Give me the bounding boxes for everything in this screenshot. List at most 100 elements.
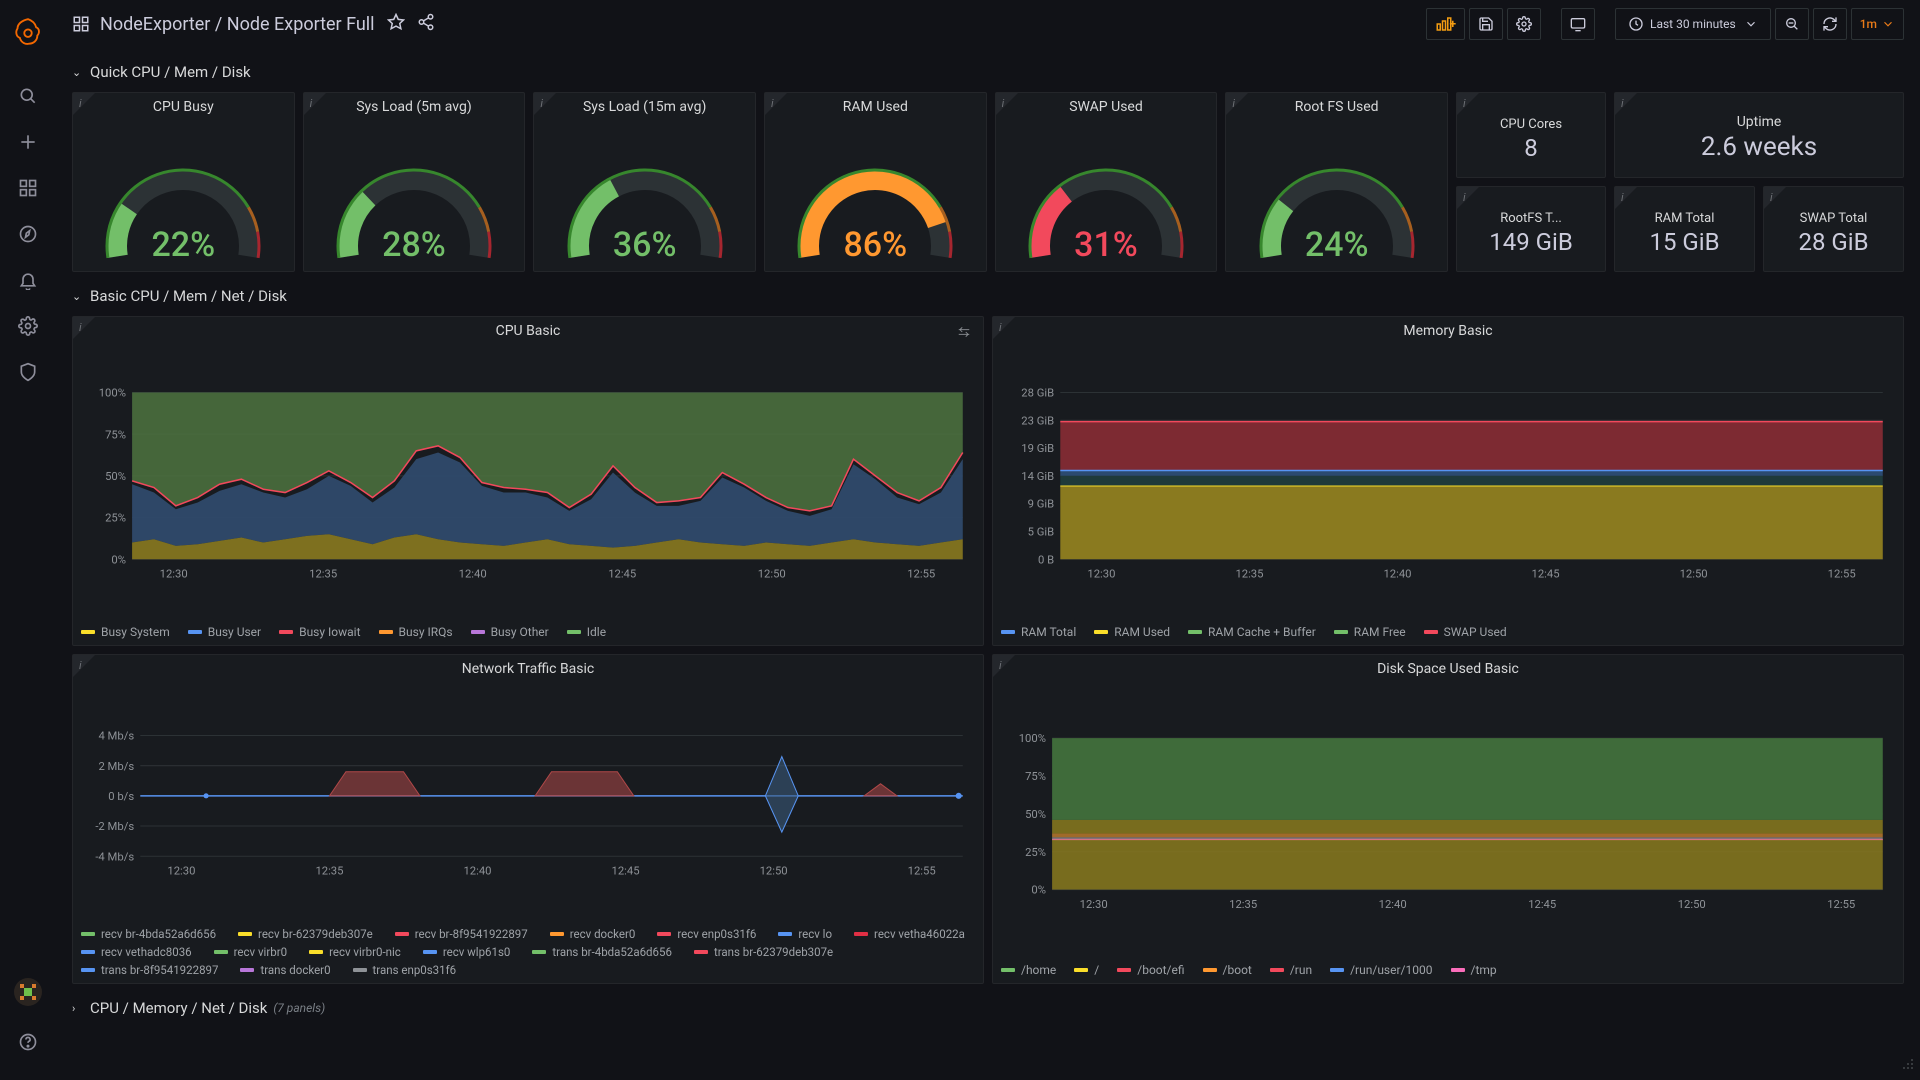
search-icon[interactable] [8,76,48,116]
breadcrumb-text[interactable]: NodeExporter / Node Exporter Full [100,14,375,35]
svg-text:12:45: 12:45 [1532,568,1560,581]
legend-item[interactable]: recv br-8f9541922897 [395,927,528,941]
legend-item[interactable]: trans docker0 [240,963,330,977]
breadcrumb[interactable]: NodeExporter / Node Exporter Full [72,14,375,35]
explore-icon[interactable] [8,214,48,254]
stat-cpu-cores[interactable]: CPU Cores8 [1456,92,1606,178]
legend-item[interactable]: trans br-4bda52a6d656 [532,945,672,959]
legend-item[interactable]: /tmp [1451,963,1497,977]
time-picker[interactable]: Last 30 minutes [1615,8,1771,40]
legend-item[interactable]: recv vethadc8036 [81,945,192,959]
panel-title: Sys Load (15m avg) [534,93,755,115]
add-panel-button[interactable]: + [1426,8,1465,40]
zoom-out-button[interactable] [1775,8,1809,40]
info-icon[interactable] [1463,191,1466,204]
stat-rootfs[interactable]: RootFS T...149 GiB [1456,186,1606,272]
stat-value: 2.6 weeks [1701,132,1817,162]
legend-item[interactable]: Busy System [81,625,170,639]
legend-item[interactable]: recv virbr0-nic [309,945,401,959]
info-icon[interactable] [79,97,82,110]
legend-item[interactable]: RAM Total [1001,625,1076,639]
legend-item[interactable]: trans br-62379deb307e [694,945,833,959]
info-icon[interactable] [1621,191,1624,204]
legend-item[interactable]: recv virbr0 [214,945,287,959]
help-icon[interactable] [8,1022,48,1062]
gauge-panel[interactable]: Root FS Used 24% [1225,92,1448,272]
legend-item[interactable]: / [1074,963,1099,977]
tv-mode-button[interactable] [1561,8,1595,40]
legend-item[interactable]: /boot/efi [1117,963,1184,977]
legend-item[interactable]: Busy Iowait [279,625,360,639]
legend-item[interactable]: trans br-8f9541922897 [81,963,218,977]
legend-item[interactable]: RAM Free [1334,625,1406,639]
info-icon[interactable] [1770,191,1773,204]
gauge-panel[interactable]: RAM Used 86% [764,92,987,272]
legend-item[interactable]: recv vetha46022a [854,927,965,941]
panel-cpu-basic[interactable]: CPU Basic 0%25%50%75%100%12:3012:3512:40… [72,316,984,646]
settings-button[interactable] [1507,8,1541,40]
info-icon[interactable] [999,321,1002,334]
info-icon[interactable] [1232,97,1235,110]
user-avatar[interactable] [14,978,42,1006]
panel-title: CPU Basic [73,317,983,339]
resize-handle[interactable] [1902,1058,1914,1074]
legend-item[interactable]: /run [1270,963,1312,977]
panel-disk-basic[interactable]: Disk Space Used Basic 0%25%50%75%100%12:… [992,654,1904,984]
legend-item[interactable]: recv lo [778,927,832,941]
row-more[interactable]: › CPU / Memory / Net / Disk (7 panels) [72,992,1904,1024]
info-icon[interactable] [540,97,543,110]
config-icon[interactable] [8,306,48,346]
legend-item[interactable]: RAM Used [1094,625,1170,639]
gauge-panel[interactable]: Sys Load (15m avg) 36% [533,92,756,272]
legend-item[interactable]: /run/user/1000 [1330,963,1432,977]
legend-item[interactable]: recv docker0 [550,927,636,941]
legend-item[interactable]: /home [1001,963,1056,977]
stat-ram-total[interactable]: RAM Total15 GiB [1614,186,1755,272]
legend-item[interactable]: Busy Other [471,625,549,639]
legend-item[interactable]: SWAP Used [1424,625,1507,639]
gauge-panel[interactable]: CPU Busy 22% [72,92,295,272]
share-icon[interactable] [417,13,435,35]
alerting-icon[interactable] [8,260,48,300]
svg-text:28 GiB: 28 GiB [1021,387,1054,400]
gauge-value: 28% [324,225,504,265]
legend-item[interactable]: recv br-62379deb307e [238,927,373,941]
gauge-panel[interactable]: SWAP Used 31% [995,92,1218,272]
info-icon[interactable] [79,321,82,334]
plus-icon[interactable] [8,122,48,162]
row-basic[interactable]: ⌄ Basic CPU / Mem / Net / Disk [72,280,1904,312]
info-icon[interactable] [310,97,313,110]
dashboards-icon[interactable] [8,168,48,208]
save-button[interactable] [1469,8,1503,40]
gauges-row: CPU Busy 22% Sys Load (5m avg) 28% Sys L… [72,92,1904,272]
info-icon[interactable] [79,659,82,672]
legend-item[interactable]: /boot [1203,963,1252,977]
stat-uptime[interactable]: Uptime2.6 weeks [1614,92,1904,178]
stat-swap-total[interactable]: SWAP Total28 GiB [1763,186,1904,272]
svg-text:12:30: 12:30 [1080,898,1108,911]
admin-icon[interactable] [8,352,48,392]
legend-item[interactable]: Busy IRQs [379,625,453,639]
panel-network-basic[interactable]: Network Traffic Basic -4 Mb/s-2 Mb/s0 b/… [72,654,984,984]
legend-item[interactable]: Idle [567,625,606,639]
star-icon[interactable] [387,13,405,35]
panel-title: Network Traffic Basic [73,655,983,677]
info-icon[interactable] [1621,97,1624,110]
legend-item[interactable]: Busy User [188,625,261,639]
refresh-button[interactable] [1813,8,1847,40]
refresh-interval[interactable]: 1m [1851,8,1904,40]
info-icon[interactable] [1002,97,1005,110]
legend-item[interactable]: trans enp0s31f6 [353,963,457,977]
legend-item[interactable]: recv br-4bda52a6d656 [81,927,216,941]
grafana-logo[interactable] [12,16,44,48]
legend-item[interactable]: recv wlp61s0 [423,945,511,959]
panel-memory-basic[interactable]: Memory Basic 0 B5 GiB9 GiB14 GiB19 GiB23… [992,316,1904,646]
legend-item[interactable]: recv enp0s31f6 [657,927,756,941]
row-quick[interactable]: ⌄ Quick CPU / Mem / Disk [72,56,1904,88]
gauge-panel[interactable]: Sys Load (5m avg) 28% [303,92,526,272]
info-icon[interactable] [771,97,774,110]
info-icon[interactable] [1463,97,1466,110]
legend-item[interactable]: RAM Cache + Buffer [1188,625,1316,639]
gauge: 31% [996,115,1217,271]
info-icon[interactable] [999,659,1002,672]
